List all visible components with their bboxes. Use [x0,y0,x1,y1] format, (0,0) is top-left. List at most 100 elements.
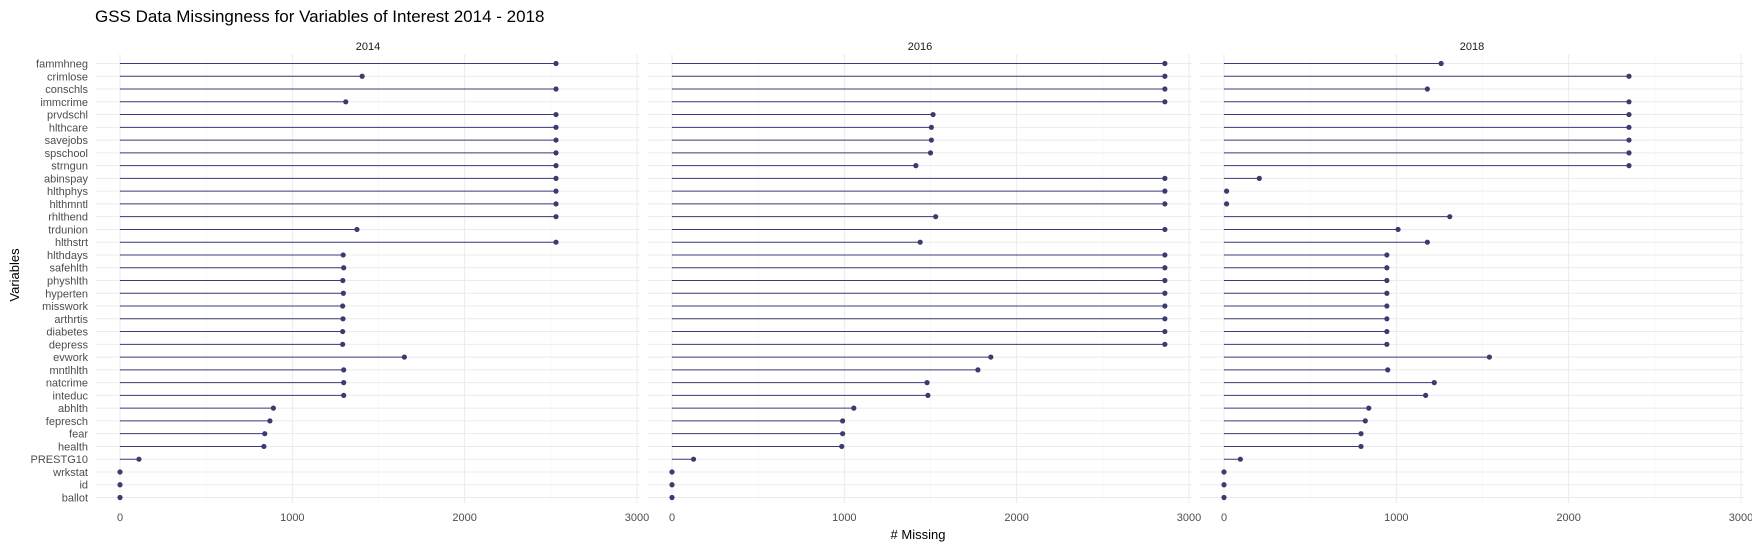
lollipop-point [553,175,559,181]
lollipop-point [928,137,934,143]
lollipop-point [343,99,349,105]
lollipop-point [340,303,346,309]
lollipop-point [1162,201,1168,207]
lollipop-point [1162,328,1168,335]
y-tick-label: wrkstat [52,467,88,479]
lollipop-point [1431,380,1437,386]
lollipop-point [340,328,346,335]
lollipop-point [117,482,123,488]
lollipop-point [1384,277,1390,284]
y-tick-label: id [79,480,88,492]
x-tick-label: 0 [117,512,123,524]
y-tick-label: prvdschl [47,110,88,122]
lollipop-point [354,226,360,233]
lollipop-point [669,494,675,501]
lollipop-point [553,188,559,194]
lollipop-point [1162,73,1168,79]
y-tick-label: hlthdays [47,250,88,262]
x-tick-label: 2000 [1004,512,1028,524]
lollipop-point [1162,265,1168,271]
y-tick-label: immcrime [40,97,88,109]
y-tick-label: abhlth [58,403,88,415]
y-tick-label: conschls [45,84,88,96]
lollipop-point [1384,252,1390,258]
lollipop-point [1447,214,1453,220]
lollipop-point [1162,60,1168,67]
lollipop-point [1626,99,1632,105]
y-tick-label: arthrtis [54,314,88,326]
lollipop-point [267,418,273,424]
lollipop-point [1223,201,1230,207]
lollipop-point [1358,431,1364,437]
lollipop-point [1362,418,1368,424]
x-tick-label: 0 [669,512,675,524]
y-tick-label: diabetes [46,327,88,339]
x-axis-title: # Missing [891,527,946,542]
x-tick-label: 3000 [1729,512,1752,524]
lollipop-point [1162,175,1168,181]
lollipop-point [553,111,559,118]
y-tick-label: depress [49,339,89,351]
lollipop-point [1626,137,1632,143]
lollipop-point [690,456,697,462]
lollipop-point [262,431,268,437]
lollipop-point [340,290,346,296]
facet-panel-2018: 2018 0 1000 2000 3000 [1200,41,1752,524]
y-tick-label: natcrime [46,378,88,390]
y-tick-label: evwork [53,352,88,364]
y-tick-label: spschool [45,148,88,160]
lollipop-point [117,469,123,475]
lollipop-point [1424,239,1430,245]
facet-panel-2014: 2014 0 1000 2000 3000 [96,41,649,524]
lollipop-point [553,239,559,245]
lollipop-point [1162,303,1168,309]
lollipop-point [1162,316,1168,322]
lollipop-point [1384,316,1390,322]
lollipop-point [928,124,934,130]
lollipop-point [1626,111,1632,118]
y-tick-label: PRESTG10 [31,454,88,466]
lollipop-point [924,380,930,386]
lollipop-point [840,431,846,437]
facet-strip-label: 2018 [1460,41,1484,53]
y-tick-label: strngun [51,161,88,173]
lollipop-point [1162,252,1168,258]
lollipop-point [917,239,923,245]
lollipop-point [1162,188,1168,194]
lollipop-point [340,252,346,258]
lollipop-point [1223,188,1230,194]
lollipop-point [1162,290,1168,296]
lollipop-point [1424,86,1430,92]
lollipop-point [1626,150,1632,156]
lollipop-point [1221,469,1227,475]
lollipop-point [1162,99,1168,105]
lollipop-point [1384,303,1390,309]
lollipop-point [553,137,559,143]
lollipop-point [117,494,123,501]
y-tick-label: hlthmntl [49,199,88,211]
y-tick-label: health [58,441,88,453]
lollipop-point [1384,341,1390,347]
lollipop-point [341,265,347,271]
y-tick-label: safehlth [49,263,88,275]
facet-strip-label: 2016 [908,41,932,53]
facet-panels: 2014 0 1000 2000 3000 2016 0 1000 2000 3000 2018 0 1… [31,41,1752,524]
y-tick-label: mntlhlth [49,365,88,377]
x-tick-label: 0 [1221,512,1227,524]
y-tick-label: hlthphys [47,186,88,198]
lollipop-point [553,214,559,220]
lollipop-point [1385,367,1391,373]
lollipop-point [1626,73,1632,79]
lollipop-point [553,150,559,156]
x-tick-label: 1000 [832,512,856,524]
lollipop-point [1384,290,1390,296]
lollipop-point [553,124,559,130]
y-tick-label: hyperten [45,288,88,300]
x-tick-label: 1000 [1384,512,1408,524]
y-axis-title: Variables [7,248,22,302]
lollipop-point [1256,175,1262,181]
lollipop-point [1384,328,1390,335]
lollipop-point [927,150,934,156]
lollipop-point [340,316,346,322]
